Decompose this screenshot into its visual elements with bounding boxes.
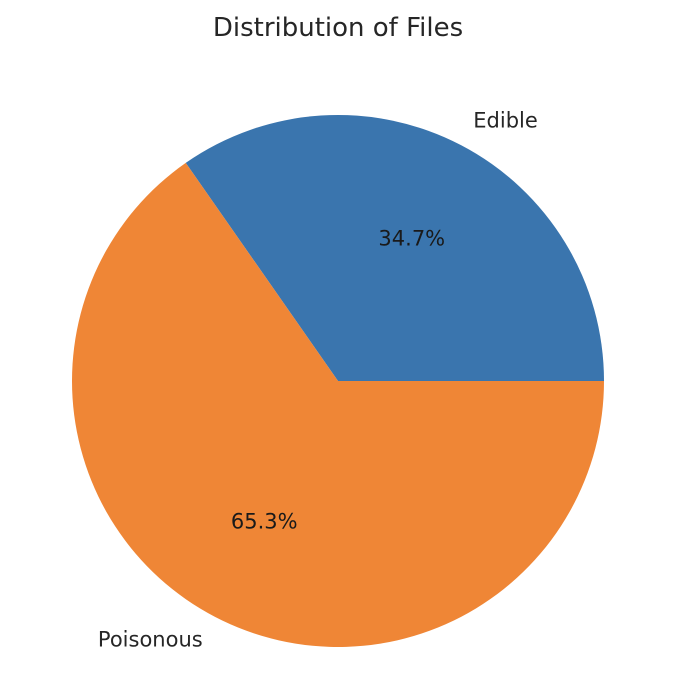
slice-label-poisonous: Poisonous	[98, 627, 203, 651]
chart-title: Distribution of Files	[213, 13, 463, 43]
pie-labels: Edible 34.7% Poisonous 65.3%	[98, 109, 538, 652]
slice-label-edible: Edible	[473, 109, 538, 133]
pie-slice-edible	[185, 115, 605, 382]
pie-slice-poisonous	[72, 162, 605, 648]
pie-slices	[72, 115, 605, 648]
percent-label-poisonous: 65.3%	[231, 510, 298, 534]
percent-label-edible: 34.7%	[378, 226, 445, 250]
